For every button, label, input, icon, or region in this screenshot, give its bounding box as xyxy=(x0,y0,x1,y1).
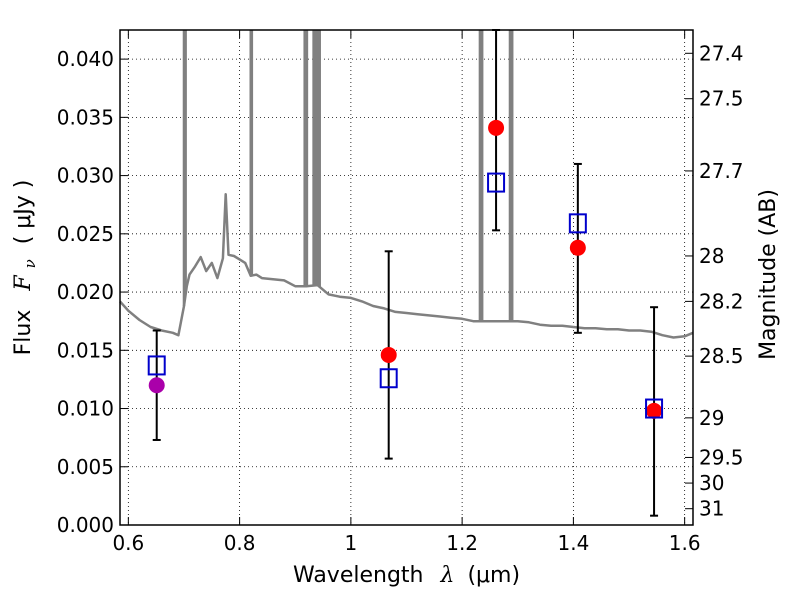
model-photometry-box xyxy=(487,172,506,193)
y-tick-label: 0.010 xyxy=(57,397,114,421)
y-tick-label: 0.000 xyxy=(57,513,114,537)
y-tick-label: 0.025 xyxy=(57,222,114,246)
model-spectrum-line xyxy=(119,192,694,339)
y-tick-label: 0.005 xyxy=(57,455,114,479)
y-tick-label: 0.015 xyxy=(57,338,114,362)
magnitude-tick-label: 27.7 xyxy=(699,159,744,183)
magnitude-tick-label: 28.2 xyxy=(699,289,744,313)
magnitude-tick-label: 28.5 xyxy=(699,344,744,368)
model-photometry-box xyxy=(645,398,664,419)
x-tick-label: 1.4 xyxy=(557,531,589,555)
x-tick-label: 0.6 xyxy=(112,531,144,555)
y-axis-ticks: 0.000 0.005 0.010 0.015 0.020 0.025 0.030 0.035… xyxy=(57,47,128,537)
x-axis-ticks: 0.6 0.8 1 1.2 1.4 1.6 xyxy=(112,30,701,555)
model-photometry-boxes xyxy=(147,172,664,419)
magnitude-tick-label: 29.5 xyxy=(699,445,744,469)
x-axis-title: Wavelength λ (μm) xyxy=(293,563,520,588)
y-tick-label: 0.035 xyxy=(57,105,114,129)
y-tick-label: 0.030 xyxy=(57,164,114,188)
observed-flux-point xyxy=(380,346,397,363)
grid-lines xyxy=(120,30,693,526)
magnitude-tick-label: 27.4 xyxy=(699,41,744,65)
plot-frame xyxy=(119,29,694,526)
magnitude-tick-label: 30 xyxy=(699,471,724,495)
observed-flux-point xyxy=(569,239,586,256)
y-axis-title: Flux F ν ( μJy ) xyxy=(11,180,41,356)
model-photometry-box xyxy=(568,213,587,234)
model-spectrum xyxy=(119,30,694,339)
x-tick-label: 1.6 xyxy=(669,531,701,555)
model-photometry-box xyxy=(379,368,398,389)
observed-flux-point xyxy=(488,119,505,136)
observed-flux-point xyxy=(148,377,165,394)
magnitude-tick-label: 29 xyxy=(699,406,724,430)
x-tick-label: 0.8 xyxy=(224,531,256,555)
magnitude-tick-label: 27.5 xyxy=(699,87,744,111)
y-tick-label: 0.020 xyxy=(57,280,114,304)
observed-flux-point xyxy=(646,402,663,419)
model-photometry-box xyxy=(147,355,166,376)
x-tick-label: 1.2 xyxy=(446,531,478,555)
magnitude-axis-title: Magnitude (AB) xyxy=(756,189,781,360)
magnitude-tick-label: 31 xyxy=(699,497,724,521)
y-tick-label: 0.040 xyxy=(57,47,114,71)
observed-points xyxy=(148,119,663,419)
error-bars xyxy=(152,29,659,517)
x-tick-label: 1 xyxy=(345,531,358,555)
magnitude-tick-label: 28 xyxy=(699,244,724,268)
